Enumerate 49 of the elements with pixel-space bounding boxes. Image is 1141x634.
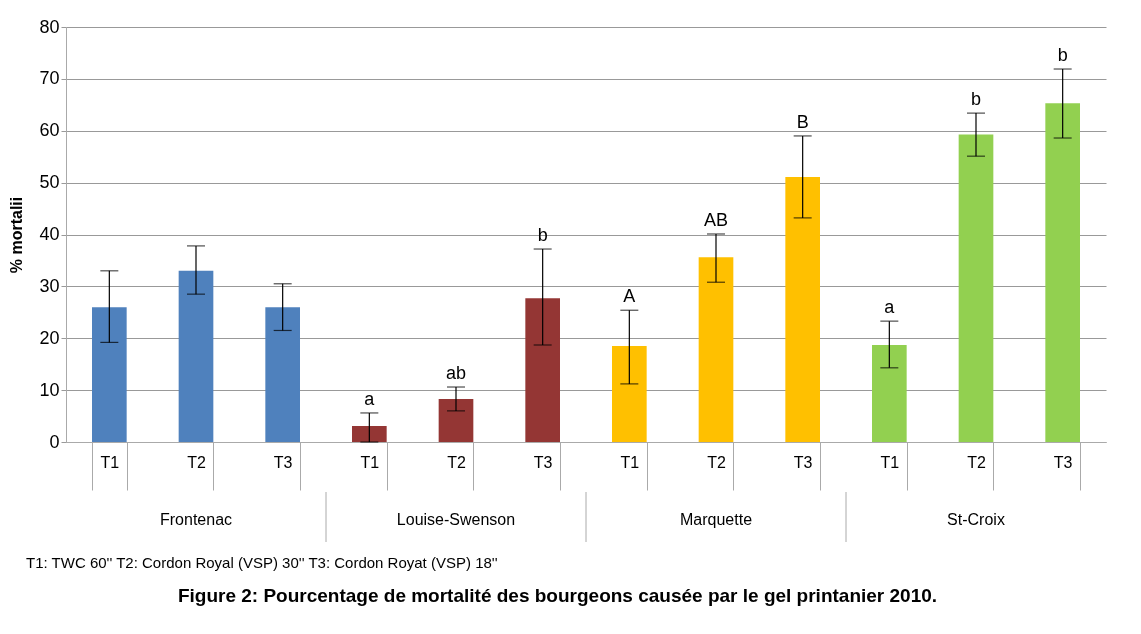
y-tick-label: 80 xyxy=(39,16,60,37)
data-label: A xyxy=(623,286,636,307)
text: St-Croix xyxy=(947,511,1005,528)
y-tick-label: 30 xyxy=(39,275,60,296)
x-tick-label: T2 xyxy=(707,453,726,471)
x-tick-label: T1 xyxy=(880,453,900,471)
data-label: a xyxy=(884,297,896,318)
text: T1: TWC 60'' T2: Cordon Royal (VSP) 30'' T3: Cordon Royat (VSP) 18'' xyxy=(26,554,498,571)
data-label: AB xyxy=(703,209,729,230)
bar xyxy=(1045,103,1080,442)
text: Louise-Swenson xyxy=(396,511,516,528)
bar xyxy=(612,346,647,442)
x-tick-label: T2 xyxy=(187,453,206,471)
bar xyxy=(92,307,127,442)
bar xyxy=(785,176,820,442)
x-tick-label: T3 xyxy=(1053,453,1073,471)
text: Figure 2: Pourcentage de mortalité des bourgeons causée par le gel printanier 2010. xyxy=(177,585,938,606)
bar xyxy=(525,298,560,442)
text: Marquette xyxy=(679,511,753,528)
data-label: b xyxy=(1057,45,1068,66)
y-tick-label: 0 xyxy=(49,431,60,452)
y-tick-label: 40 xyxy=(39,224,60,244)
bar xyxy=(698,257,734,442)
data-label: a xyxy=(364,388,376,409)
data-label: B xyxy=(796,111,809,132)
x-tick-label: T3 xyxy=(533,453,553,471)
text: Frontenac xyxy=(159,511,233,528)
x-tick-label: T3 xyxy=(793,453,813,471)
x-tick-label: T1 xyxy=(360,453,380,471)
bar xyxy=(352,425,387,442)
y-tick-label: 60 xyxy=(39,120,60,141)
x-tick-label: T1 xyxy=(620,453,640,471)
bar xyxy=(958,134,994,442)
y-tick-label: 20 xyxy=(39,327,60,348)
x-tick-label: T2 xyxy=(447,453,466,471)
y-axis-title: % mortalii xyxy=(8,196,26,274)
y-tick-label: 50 xyxy=(39,172,60,193)
data-label: b xyxy=(970,89,982,110)
bar xyxy=(265,307,300,442)
x-tick-label: T3 xyxy=(273,453,293,471)
bar xyxy=(438,398,474,442)
data-label: b xyxy=(537,225,548,246)
data-label: ab xyxy=(445,363,467,384)
x-tick-label: T1 xyxy=(100,453,120,471)
y-tick-label: 10 xyxy=(39,379,60,400)
bar xyxy=(872,344,907,442)
bar xyxy=(178,270,214,442)
y-tick-label: 70 xyxy=(39,68,60,89)
x-tick-label: T2 xyxy=(967,453,986,471)
